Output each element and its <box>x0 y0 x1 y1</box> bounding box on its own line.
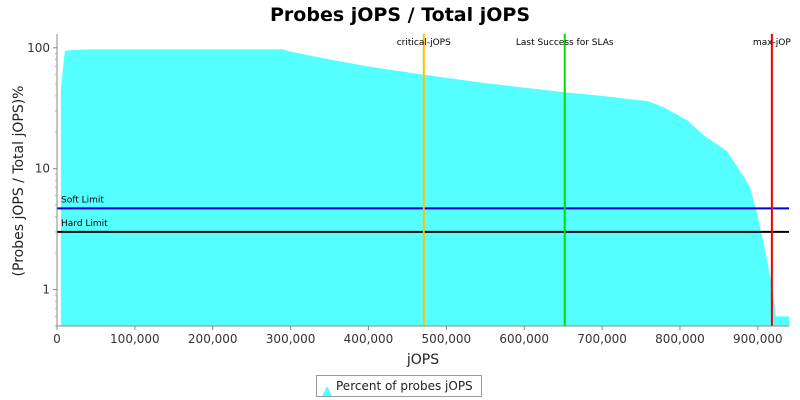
x-tick-label: 200,000 <box>188 332 238 346</box>
x-tick-label: 0 <box>53 332 61 346</box>
axes: 0 100,000 200,000 300,000 400,000 500,000 600,… <box>27 34 789 346</box>
vline-label-1: Last Success for SLAs <box>516 38 614 48</box>
vline-label-2: max-jOP <box>753 38 791 48</box>
x-tick-label: 700,000 <box>577 332 627 346</box>
x-tick-label: 900,000 <box>733 332 783 346</box>
y-axis-label: (Probes jOPS / Total jOPS)% <box>11 86 27 277</box>
x-tick-label: 800,000 <box>655 332 705 346</box>
chart-title: Probes jOPS / Total jOPS <box>270 4 530 26</box>
y-tick-label: 1 <box>42 283 50 297</box>
hline-label-0: Soft Limit <box>61 195 104 205</box>
x-tick-label: 300,000 <box>266 332 316 346</box>
x-tick-label: 600,000 <box>499 332 549 346</box>
y-tick-label: 10 <box>35 162 50 176</box>
reference-lines: Soft Limit Hard Limit critical-jOPS Last Su… <box>57 34 791 326</box>
vline-label-0: critical-jOPS <box>397 38 451 48</box>
x-tick-label: 400,000 <box>344 332 394 346</box>
hline-label-1: Hard Limit <box>61 219 108 229</box>
x-tick-label: 500,000 <box>422 332 472 346</box>
plot-area <box>60 49 789 327</box>
x-axis-label: jOPS <box>406 352 439 368</box>
x-tick-label: 100,000 <box>110 332 160 346</box>
area-series-0 <box>60 49 789 327</box>
y-tick-label: 100 <box>27 41 50 55</box>
legend-item-label: Percent of probes jOPS <box>336 379 473 393</box>
legend: Percent of probes jOPS <box>316 375 482 397</box>
legend-swatch-triangle-icon <box>322 381 332 396</box>
